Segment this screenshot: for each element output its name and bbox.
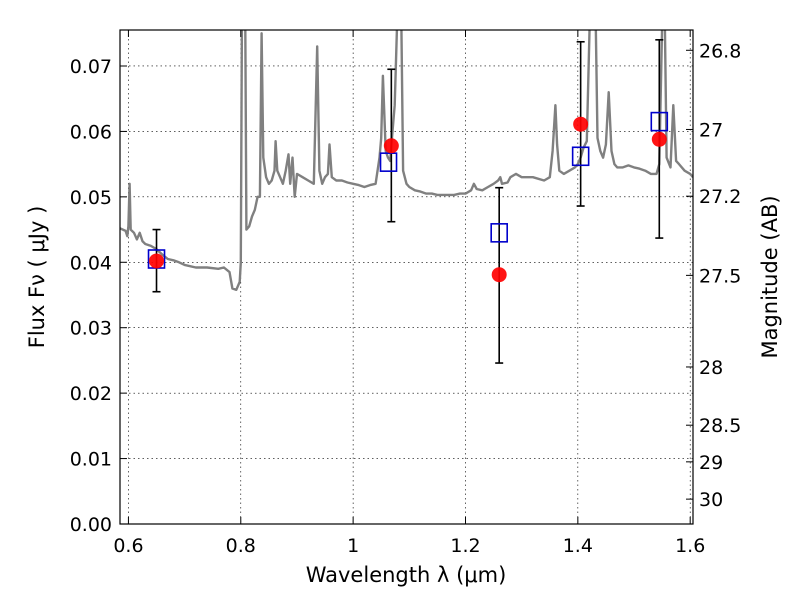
spectrum-layer [120,30,693,291]
y-tick-label: 0.07 [70,56,112,78]
observed-point [491,267,507,283]
right-tick-label: 27.5 [699,265,741,287]
model-point [571,146,590,167]
y-tick-label: 0.03 [70,318,112,340]
observed-point [651,131,667,147]
y-tick-label: 0.01 [70,449,112,471]
x-tick-label: 1 [347,535,359,557]
x-tick-label: 1.2 [450,535,480,557]
right-axis-ticks: 26.8 27 27.2 27.5 28 28.5 29 30 [686,40,741,511]
model-point [490,223,508,243]
model-point [650,111,669,132]
right-tick-label: 29 [699,452,723,474]
y-tick-label: 0.05 [70,187,112,209]
right-tick-label: 30 [699,489,723,511]
y-axis-ticks: 0.00 0.01 0.02 0.03 0.04 0.05 0.06 0.07 [70,56,127,536]
observed-point [573,116,589,132]
y-tick-label: 0.00 [70,514,112,536]
y-tick-label: 0.04 [70,252,112,274]
right-tick-label: 28 [699,357,723,379]
model-point [379,152,398,172]
x-axis-label: Wavelength λ (μm) [306,563,507,587]
observed-point [383,138,399,154]
x-tick-label: 0.6 [113,535,143,557]
y-tick-label: 0.02 [70,383,112,405]
x-tick-label: 0.8 [226,535,256,557]
right-tick-label: 27.2 [699,186,741,208]
y-axis-label: Flux Fν ( μJy ) [25,206,49,349]
plot-frame [119,29,694,525]
y-tick-label: 0.06 [70,121,112,143]
right-tick-label: 28.5 [699,415,741,437]
observed-points [149,116,667,283]
x-tick-label: 1.4 [563,535,593,557]
right-axis-label: Magnitude (AB) [758,195,782,358]
x-tick-label: 1.6 [675,535,705,557]
spectrum-line [120,30,693,291]
right-tick-label: 26.8 [699,40,741,62]
right-tick-label: 27 [699,119,723,141]
model-points [147,111,669,269]
observed-point [149,253,165,269]
x-axis-ticks: 0.6 0.8 1 1.2 1.4 1.6 [113,30,705,557]
